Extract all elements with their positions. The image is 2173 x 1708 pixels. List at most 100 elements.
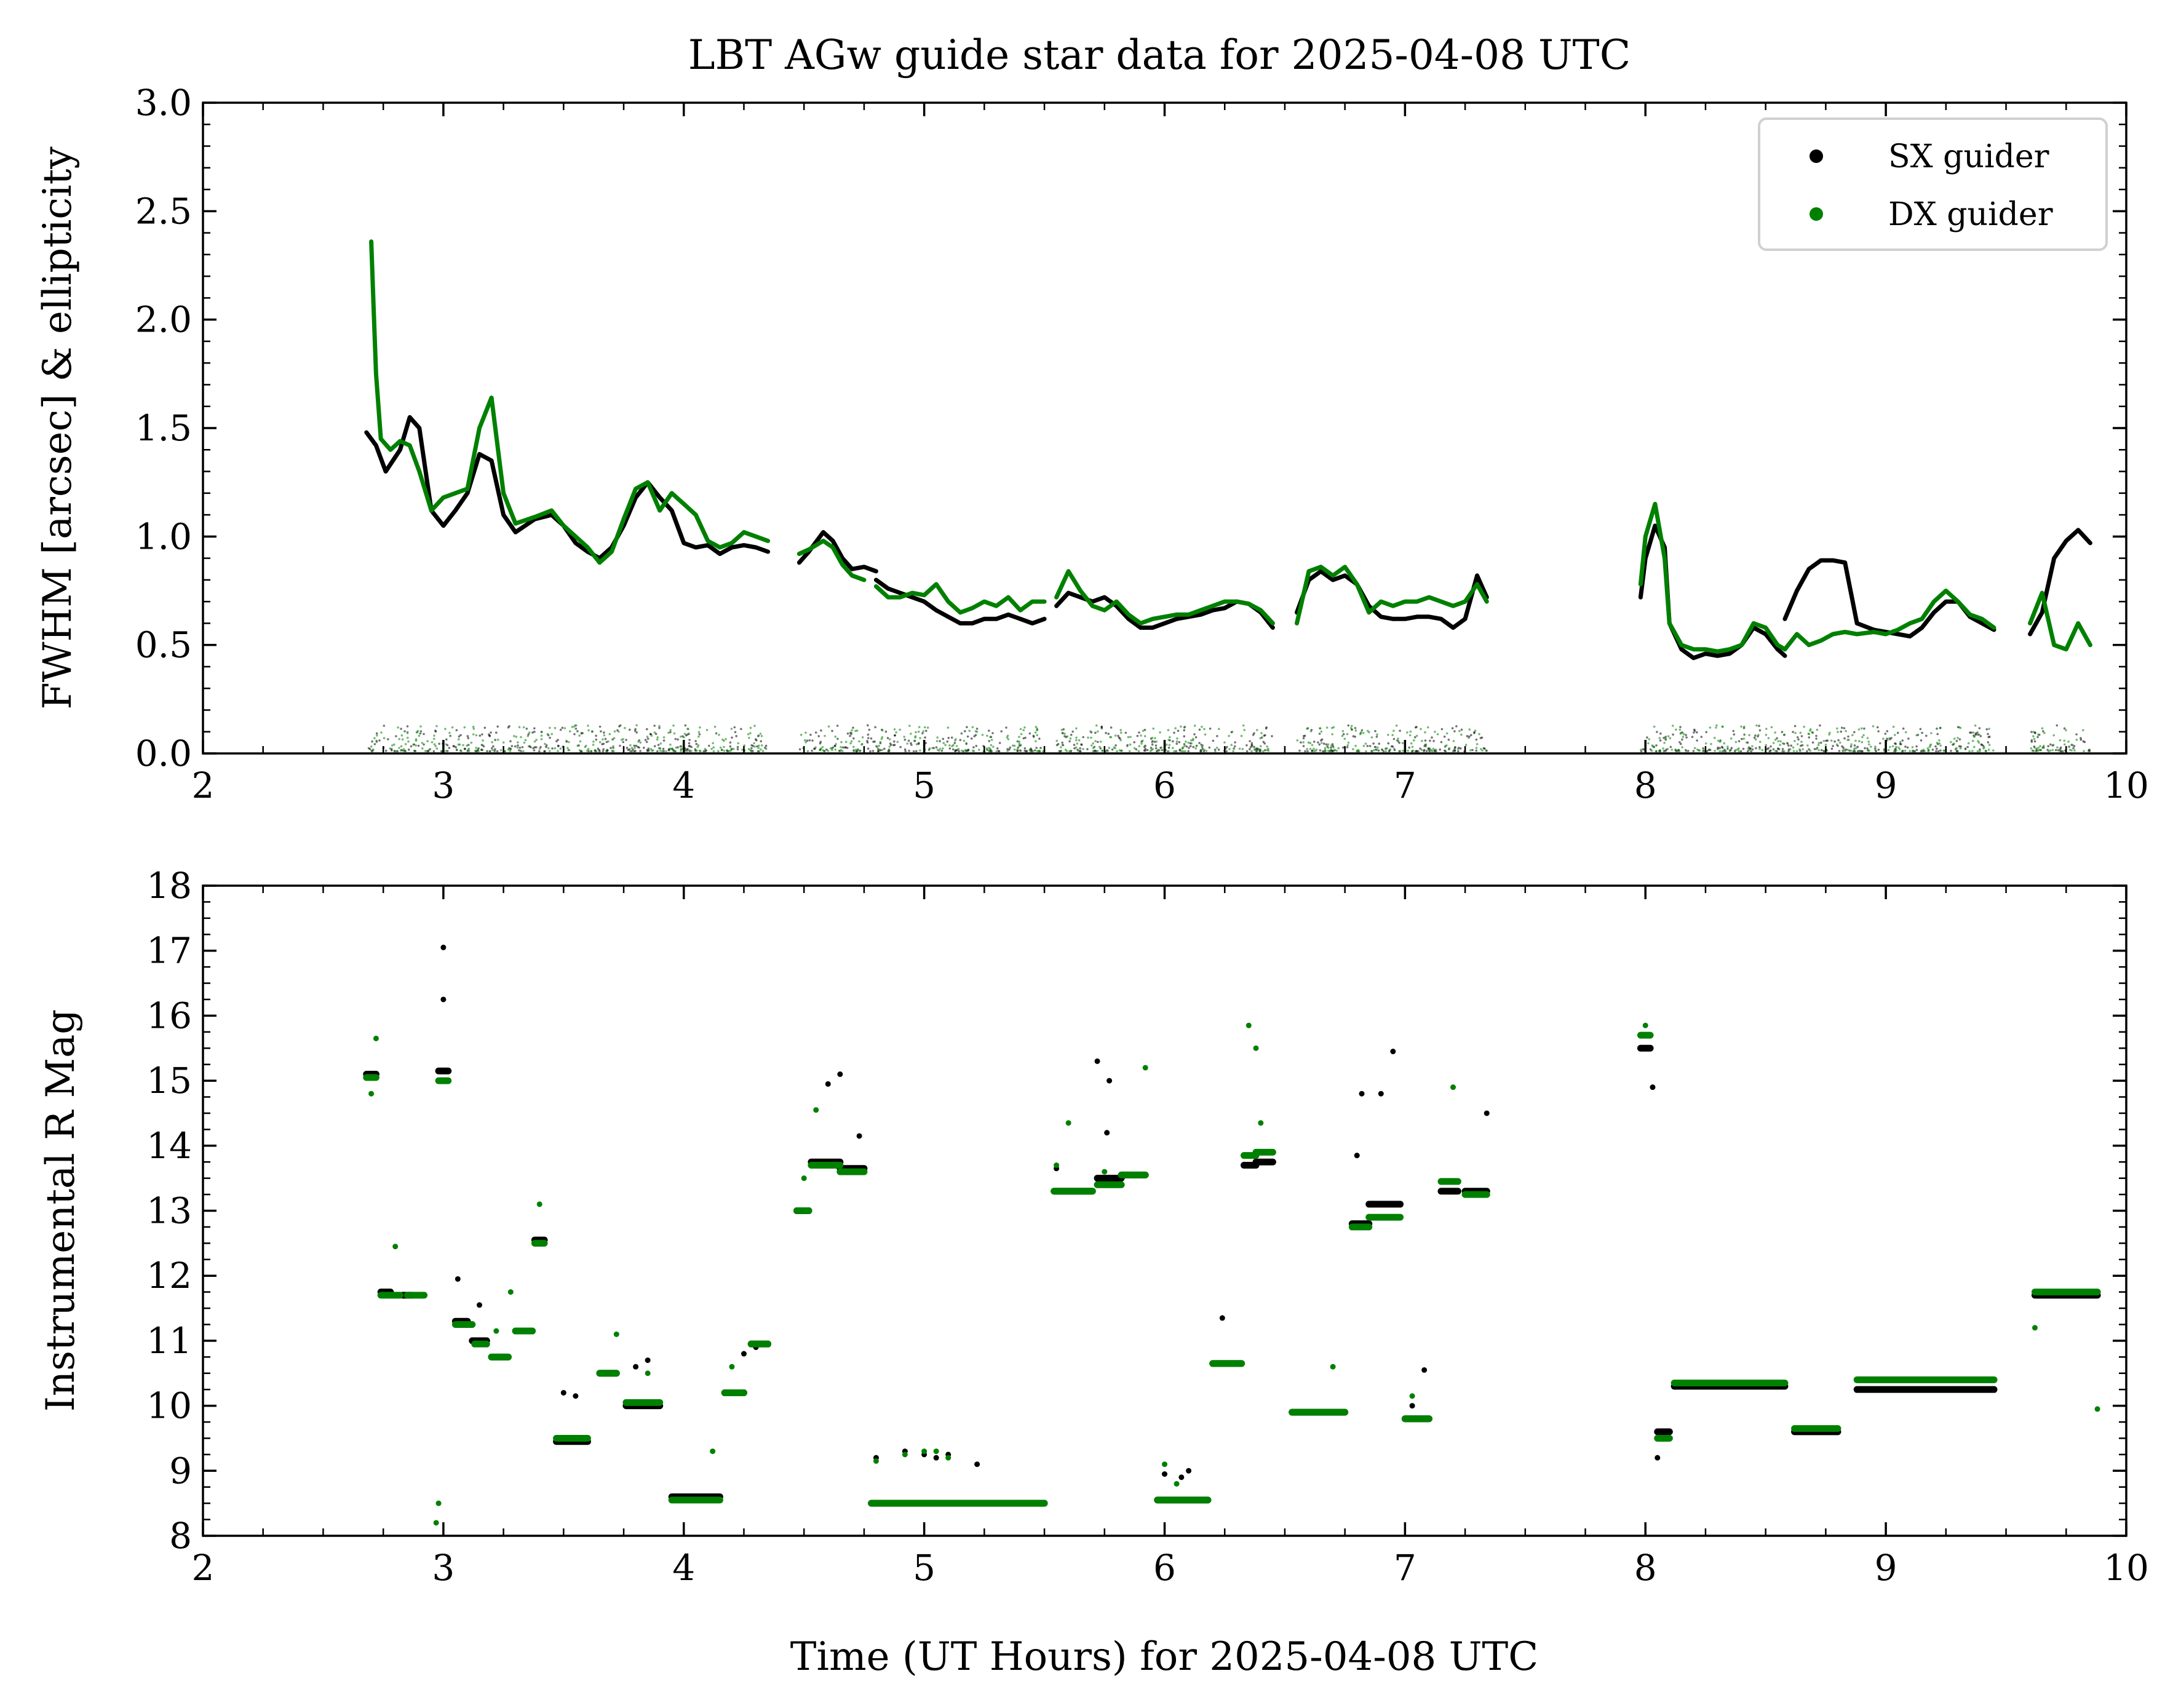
y-tick-label: 1.0 <box>135 515 192 557</box>
ellipticity-point <box>669 729 672 731</box>
ellipticity-point <box>1977 740 1979 742</box>
ellipticity-point <box>695 742 698 745</box>
ellipticity-point <box>1233 747 1235 750</box>
ellipticity-point <box>1808 736 1811 739</box>
ellipticity-point <box>645 741 648 744</box>
ellipticity-point <box>608 733 611 736</box>
ellipticity-point <box>1664 736 1667 738</box>
ellipticity-point <box>1894 734 1896 736</box>
ellipticity-point <box>1265 727 1268 730</box>
magnitude-point-sx <box>974 1461 980 1468</box>
ellipticity-point <box>726 750 729 752</box>
ellipticity-point <box>2088 750 2090 752</box>
ellipticity-point <box>1341 730 1345 733</box>
ellipticity-point <box>1034 731 1037 734</box>
ellipticity-point <box>966 735 969 738</box>
ellipticity-point <box>1792 731 1794 733</box>
ellipticity-point <box>1978 727 1981 729</box>
ellipticity-point <box>1769 750 1771 752</box>
ellipticity-point <box>1862 734 1865 737</box>
ellipticity-point <box>888 745 891 748</box>
ellipticity-point <box>1915 734 1918 737</box>
ellipticity-point <box>1792 750 1795 752</box>
ellipticity-point <box>988 750 991 752</box>
ellipticity-point <box>889 742 892 745</box>
ellipticity-point <box>416 729 419 733</box>
ellipticity-point <box>1108 747 1111 749</box>
magnitude-point-dx <box>2032 1325 2038 1331</box>
ellipticity-point <box>613 730 616 733</box>
ellipticity-point <box>1892 725 1895 728</box>
ellipticity-point <box>1066 735 1069 738</box>
ellipticity-point <box>1116 750 1118 753</box>
ellipticity-point <box>1877 730 1880 733</box>
ellipticity-point <box>1976 731 1979 734</box>
ellipticity-point <box>1187 750 1190 753</box>
ellipticity-point <box>759 733 762 735</box>
magnitude-point-sx <box>1421 1367 1428 1373</box>
ellipticity-point <box>509 740 512 742</box>
ellipticity-point <box>1075 736 1078 739</box>
ellipticity-point <box>908 750 910 752</box>
ellipticity-point <box>1373 749 1375 752</box>
ellipticity-point <box>1352 735 1355 737</box>
ellipticity-point <box>587 729 590 732</box>
ellipticity-point <box>1765 744 1768 747</box>
ellipticity-point <box>710 747 713 750</box>
ellipticity-point <box>565 739 568 742</box>
ellipticity-point <box>887 750 890 752</box>
ellipticity-point <box>426 740 429 742</box>
ellipticity-point <box>1182 746 1185 749</box>
ellipticity-point <box>635 744 638 747</box>
ellipticity-point <box>2065 729 2067 731</box>
ellipticity-point <box>894 734 896 737</box>
ellipticity-point <box>881 749 884 752</box>
ellipticity-point <box>1464 744 1468 746</box>
ellipticity-point <box>2043 744 2045 747</box>
ellipticity-point <box>661 750 664 753</box>
ellipticity-point <box>1840 730 1843 733</box>
ellipticity-point <box>1992 749 1995 752</box>
ellipticity-point <box>1664 737 1667 740</box>
ellipticity-point <box>1335 749 1338 752</box>
ellipticity-point <box>998 750 1001 753</box>
ellipticity-point <box>1956 737 1959 739</box>
ellipticity-point <box>800 734 803 736</box>
ellipticity-point <box>1095 724 1098 727</box>
ellipticity-point <box>696 745 699 749</box>
ellipticity-point <box>1783 750 1786 753</box>
ellipticity-point <box>523 741 526 744</box>
ellipticity-point <box>1970 731 1972 734</box>
ellipticity-point <box>904 748 907 751</box>
ellipticity-point <box>1218 728 1220 730</box>
ellipticity-point <box>866 740 868 742</box>
ellipticity-point <box>1407 749 1409 752</box>
ellipticity-point <box>1039 747 1042 749</box>
ellipticity-point <box>1314 750 1317 752</box>
ellipticity-point <box>1029 750 1031 753</box>
ellipticity-point <box>1888 749 1890 752</box>
ellipticity-point <box>493 750 496 752</box>
ellipticity-point <box>427 749 430 752</box>
x-tick-label: 2 <box>192 765 215 806</box>
ellipticity-point <box>697 736 700 738</box>
ellipticity-point <box>1064 749 1067 751</box>
ellipticity-point <box>1151 741 1153 744</box>
ellipticity-point <box>1861 741 1864 744</box>
ellipticity-point <box>492 745 495 748</box>
ellipticity-point <box>831 747 833 750</box>
ellipticity-point <box>1803 725 1805 728</box>
ellipticity-point <box>849 742 852 745</box>
ellipticity-point <box>893 740 896 743</box>
ellipticity-point <box>952 748 955 751</box>
ellipticity-point <box>1256 729 1258 731</box>
ellipticity-point <box>1783 733 1786 736</box>
ellipticity-point <box>1352 748 1354 750</box>
ellipticity-point <box>654 733 657 735</box>
ellipticity-point <box>1718 750 1722 753</box>
ellipticity-point <box>1119 739 1122 742</box>
ellipticity-point <box>1016 740 1019 743</box>
ellipticity-point <box>1478 733 1480 736</box>
ellipticity-point <box>954 750 956 753</box>
